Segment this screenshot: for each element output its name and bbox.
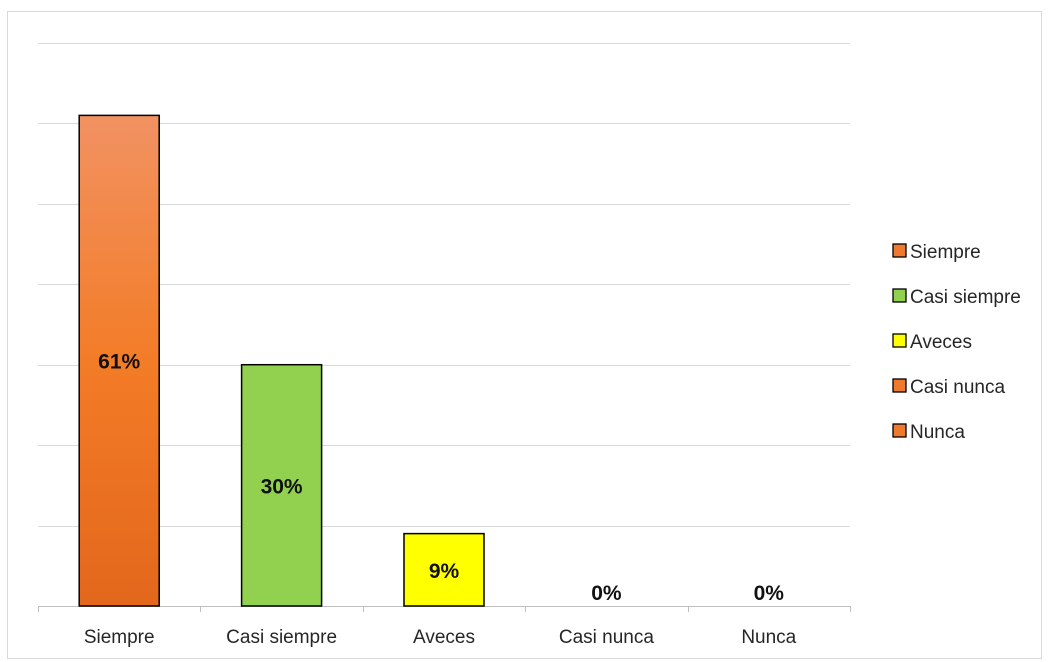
x-tick-label-siempre: Siempre xyxy=(84,627,155,648)
legend-label-siempre: Siempre xyxy=(910,242,981,263)
legend-swatch-casi-siempre xyxy=(892,288,907,303)
data-label-aveces: 9% xyxy=(429,560,460,583)
legend-label-casi-nunca: Casi nunca xyxy=(910,377,1005,398)
legend-label-nunca: Nunca xyxy=(910,422,965,443)
x-tick-label-casi-siempre: Casi siempre xyxy=(226,627,337,648)
bar-siempre xyxy=(78,114,160,607)
x-tick-labels: Siempre Casi siempre Aveces Casi nunca Nunca xyxy=(84,627,797,648)
bars xyxy=(78,114,485,607)
data-label-siempre: 61% xyxy=(98,351,140,374)
legend-swatch-siempre xyxy=(892,243,907,258)
x-tick-label-casi-nunca: Casi nunca xyxy=(559,627,654,648)
gridlines xyxy=(38,43,850,527)
legend-swatch-casi-nunca xyxy=(892,378,907,393)
data-labels: 61% 30% 9% 0% 0% xyxy=(98,351,784,605)
legend-label-aveces: Aveces xyxy=(910,332,972,353)
legend-swatch-nunca xyxy=(892,423,907,438)
x-tick-label-nunca: Nunca xyxy=(741,627,796,648)
legend-label-casi-siempre: Casi siempre xyxy=(910,287,1021,308)
bar-aveces xyxy=(403,532,485,607)
x-axis xyxy=(38,606,851,612)
x-tick-label-aveces: Aveces xyxy=(413,627,475,648)
chart-frame xyxy=(7,11,1042,659)
data-label-casi-siempre: 30% xyxy=(261,475,303,498)
legend: Siempre Casi siempre Aveces Casi nunca Nunca xyxy=(892,242,1021,443)
bar-casi-siempre xyxy=(240,363,323,607)
data-label-casi-nunca: 0% xyxy=(591,582,622,605)
legend-swatch-aveces xyxy=(892,333,907,348)
data-label-nunca: 0% xyxy=(754,582,785,605)
